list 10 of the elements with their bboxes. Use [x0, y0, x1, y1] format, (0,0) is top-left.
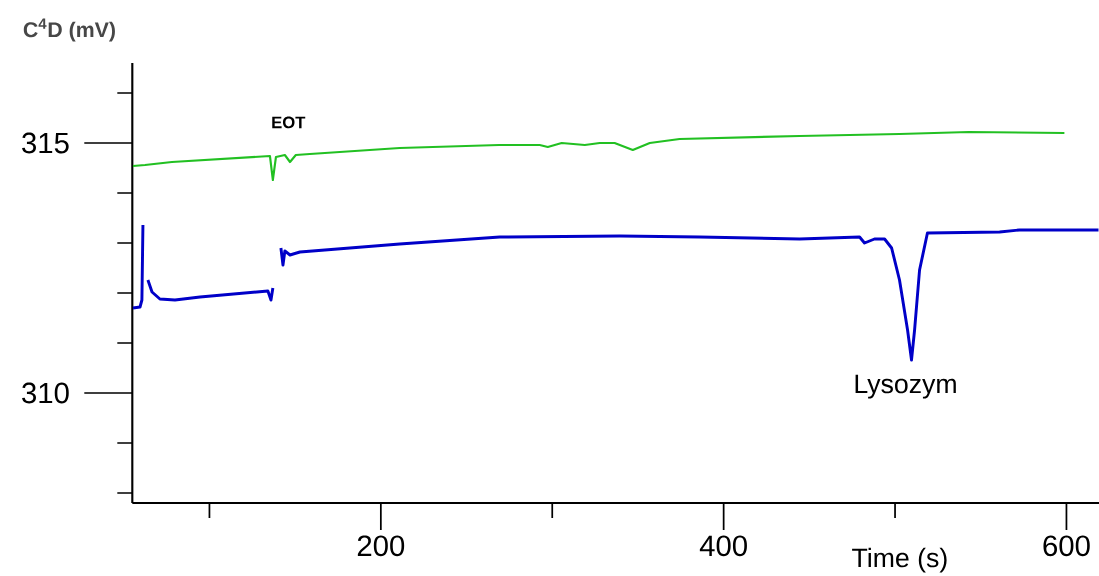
x-tick-label: 200 — [357, 535, 405, 557]
annotation: Lysozym — [855, 374, 956, 399]
y-tick-label: 315 — [22, 132, 69, 154]
y-axis-title: C$^{4}$D (mV) — [23, 18, 115, 42]
y-tick-label: 310 — [22, 382, 69, 404]
x-axis-title: Time (s) — [852, 547, 947, 573]
x-tick-label: 400 — [699, 535, 747, 557]
line-series — [131, 130, 1066, 182]
x-tick-label: 600 — [1043, 535, 1090, 557]
annotation: EOT — [272, 116, 306, 129]
